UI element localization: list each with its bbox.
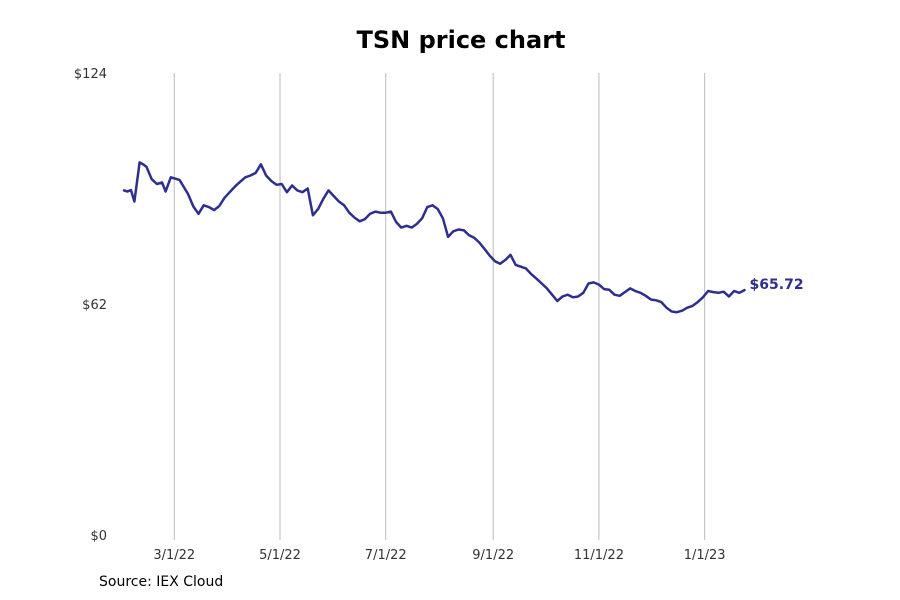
y-tick-label: $124: [74, 67, 107, 82]
chart-title: TSN price chart: [356, 26, 566, 54]
source-note: Source: IEX Cloud: [99, 574, 224, 590]
x-tick-label: 1/1/23: [684, 548, 726, 563]
y-tick-label: $62: [82, 298, 107, 313]
x-tick-label: 11/1/22: [574, 548, 624, 563]
x-axis-ticks: 3/1/22 5/1/22 7/1/22 9/1/22 11/1/22 1/1/23: [153, 535, 726, 563]
x-tick-label: 5/1/22: [259, 548, 301, 563]
price-series-line: [122, 161, 746, 314]
grid-lines: [173, 73, 706, 535]
end-price-label: $65.72: [750, 277, 804, 293]
x-tick-label: 7/1/22: [365, 548, 407, 563]
x-tick-label: 3/1/22: [153, 548, 195, 563]
x-tick-label: 9/1/22: [472, 548, 514, 563]
series-layer: [122, 161, 746, 314]
y-axis-ticks: $0 $62 $124: [74, 67, 107, 544]
y-tick-label: $0: [90, 529, 107, 544]
